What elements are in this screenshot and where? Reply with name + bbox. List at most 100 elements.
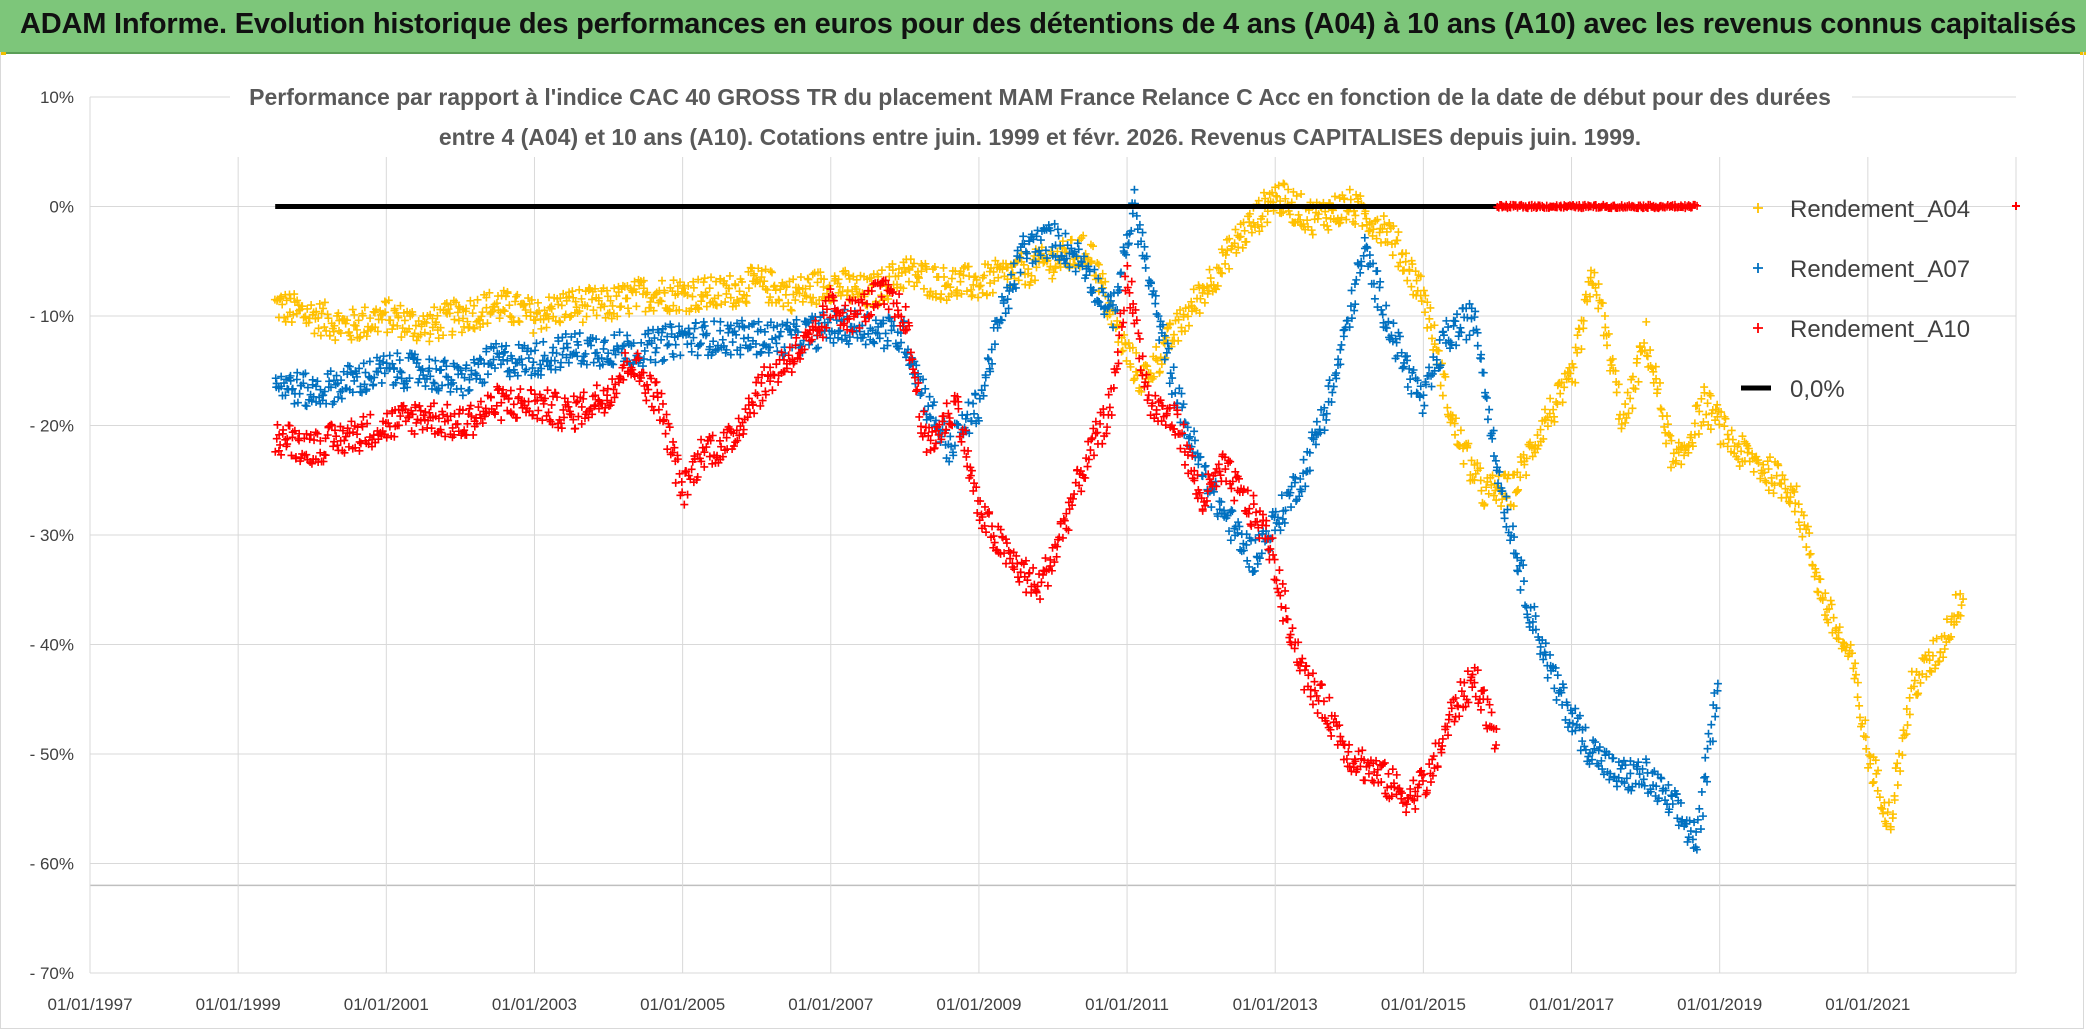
scatter-point: [1084, 455, 1093, 464]
y-tick-label: - 10%: [30, 307, 74, 326]
scatter-point: [1878, 804, 1887, 813]
scatter-point: [1862, 744, 1871, 753]
scatter-point: [1041, 246, 1050, 255]
scatter-point: [909, 259, 918, 268]
scatter-point: [1561, 715, 1570, 724]
scatter-point: [503, 367, 512, 376]
scatter-point: [1450, 419, 1459, 428]
scatter-point: [1398, 789, 1407, 798]
scatter-point: [736, 343, 745, 352]
scatter-point: [729, 442, 738, 451]
scatter-point: [1121, 272, 1130, 281]
scatter-point: [657, 335, 666, 344]
scatter-point: [1225, 527, 1234, 536]
scatter-point: [592, 335, 601, 344]
scatter-point: [741, 297, 750, 306]
scatter-point: [1270, 575, 1279, 584]
scatter-point: [1379, 212, 1388, 221]
scatter-point: [448, 327, 457, 336]
scatter-point: [301, 312, 310, 321]
scatter-point: [549, 312, 558, 321]
scatter-point: [1664, 430, 1673, 439]
scatter-point: [304, 318, 313, 327]
scatter-point: [347, 417, 356, 426]
scatter-point: [1490, 744, 1499, 753]
scatter-point: [321, 451, 330, 460]
scatter-point: [543, 310, 552, 319]
y-tick-label: - 50%: [30, 745, 74, 764]
scatter-point: [1272, 191, 1281, 200]
scatter-point: [367, 442, 376, 451]
scatter-point: [1245, 504, 1254, 513]
scatter-point: [1415, 780, 1424, 789]
scatter-point: [1252, 508, 1261, 517]
scatter-point: [875, 334, 884, 343]
scatter-point: [332, 432, 341, 441]
scatter-point: [1257, 222, 1266, 231]
scatter-point: [1699, 417, 1708, 426]
scatter-point: [685, 329, 694, 338]
scatter-point: [446, 387, 455, 396]
scatter-point: [1358, 746, 1367, 755]
scatter-point: [1149, 287, 1158, 296]
scatter-point: [1142, 252, 1151, 261]
scatter-point: [1712, 704, 1721, 713]
scatter-point: [1169, 363, 1178, 372]
scatter-point: [1096, 419, 1105, 428]
scatter-point: [475, 315, 484, 324]
scatter-point: [1236, 232, 1245, 241]
scatter-point: [1491, 456, 1500, 465]
scatter-point: [725, 284, 734, 293]
scatter-point: [1203, 487, 1212, 496]
scatter-point: [513, 371, 522, 380]
scatter-point: [624, 304, 633, 313]
scatter-point: [526, 347, 535, 356]
scatter-point: [1853, 693, 1862, 702]
scatter-point: [1001, 309, 1010, 318]
scatter-point: [1411, 804, 1420, 813]
scatter-point: [377, 315, 386, 324]
scatter-point: [362, 385, 371, 394]
scatter-point: [1531, 612, 1540, 621]
legend-plus-symbol: [1753, 323, 1763, 333]
scatter-point: [1296, 215, 1305, 224]
scatter-point: [582, 360, 591, 369]
scatter-point: [473, 295, 482, 304]
scatter-point: [366, 314, 375, 323]
scatter-point: [598, 360, 607, 369]
scatter-point: [905, 321, 914, 330]
scatter-point: [742, 298, 751, 307]
scatter-point: [1333, 214, 1342, 223]
scatter-point: [939, 412, 948, 421]
scatter-point: [527, 295, 536, 304]
scatter-point: [1140, 242, 1149, 251]
scatter-point: [1436, 381, 1445, 390]
scatter-point: [1329, 382, 1338, 391]
scatter-point: [467, 412, 476, 421]
scatter-point: [1281, 586, 1290, 595]
scatter-point: [524, 294, 533, 303]
scatter-point: [749, 269, 758, 278]
scatter-point: [1581, 723, 1590, 732]
scatter-point: [1328, 388, 1337, 397]
scatter-point: [1152, 405, 1161, 414]
scatter-point: [1621, 418, 1630, 427]
scatter-point: [360, 380, 369, 389]
scatter-point: [1249, 218, 1258, 227]
scatter-point: [1713, 400, 1722, 409]
scatter-point: [1583, 297, 1592, 306]
scatter-point: [1077, 487, 1086, 496]
scatter-point: [1378, 310, 1387, 319]
scatter-point: [1419, 770, 1428, 779]
scatter-point: [380, 297, 389, 306]
scatter-point: [791, 341, 800, 350]
scatter-point: [1463, 313, 1472, 322]
scatter-point: [1309, 435, 1318, 444]
scatter-point: [1132, 316, 1141, 325]
scatter-point: [1094, 260, 1103, 269]
scatter-point: [962, 287, 971, 296]
scatter-point: [1794, 518, 1803, 527]
scatter-point: [764, 348, 773, 357]
scatter-point: [1351, 211, 1360, 220]
scatter-point: [1073, 239, 1082, 248]
